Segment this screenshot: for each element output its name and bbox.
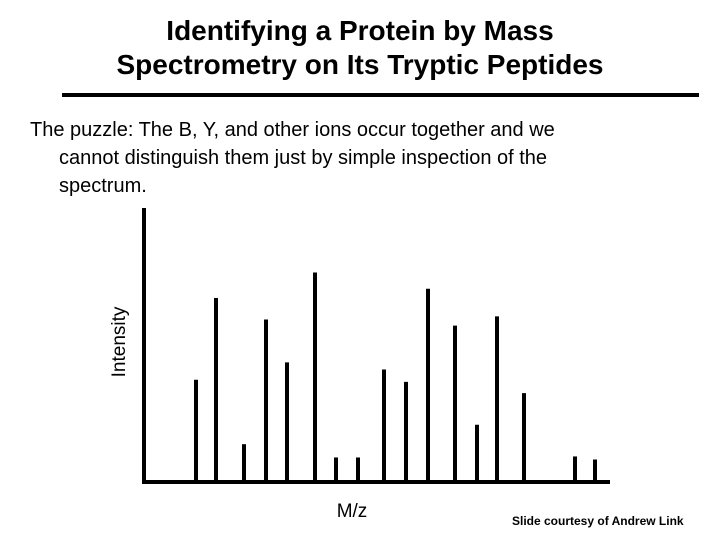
body-line-3: spectrum. [59, 175, 147, 197]
slide-title-line-2: Spectrometry on Its Tryptic Peptides [116, 49, 604, 80]
slide-title: Identifying a Protein by Mass Spectromet… [0, 14, 720, 82]
body-line-1: The puzzle: The B, Y, and other ions occ… [30, 119, 555, 141]
slide-title-line-1: Identifying a Protein by Mass [166, 15, 554, 46]
spectrum-peaks [194, 272, 597, 482]
body-line-2: cannot distinguish them just by simple i… [59, 147, 548, 169]
y-axis-label: Intensity [109, 306, 130, 377]
slide-body-text: The puzzle: The B, Y, and other ions occ… [30, 116, 700, 200]
slide-credit: Slide courtesy of Andrew Link [512, 514, 684, 528]
x-axis-label: M/z [337, 501, 368, 522]
title-underline [62, 93, 699, 97]
